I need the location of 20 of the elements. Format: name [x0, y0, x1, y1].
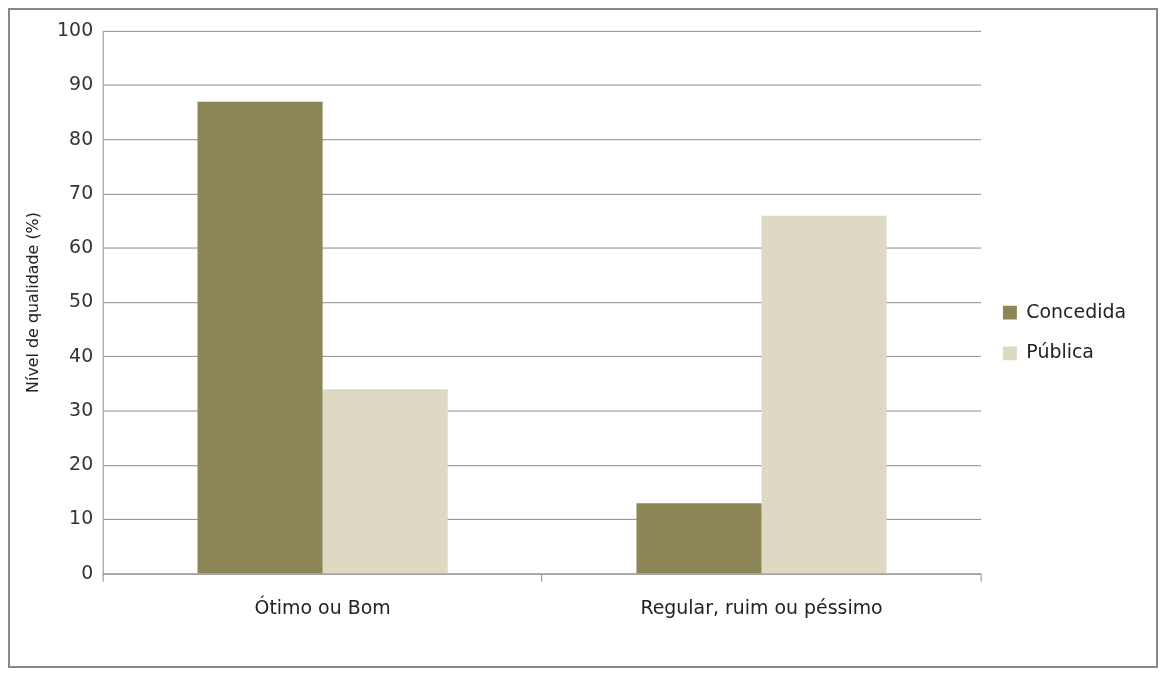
y-tick-label: 90 — [69, 72, 94, 95]
bar — [322, 389, 448, 574]
x-tick-label: Regular, ruim ou péssimo — [640, 595, 883, 618]
y-tick-label: 70 — [69, 180, 94, 203]
bar — [636, 503, 762, 574]
y-tick-label: 60 — [69, 235, 94, 258]
y-tick-label: 50 — [69, 289, 94, 312]
legend-label: Pública — [1026, 340, 1094, 363]
bar — [761, 215, 887, 574]
x-tick-label: Ótimo ou Bom — [254, 594, 391, 618]
bar — [197, 101, 323, 574]
y-tick-label: 30 — [69, 397, 94, 420]
y-axis-title: Nível de qualidade (%) — [22, 212, 42, 393]
y-tick-label: 0 — [81, 560, 94, 583]
y-tick-label: 80 — [69, 126, 94, 149]
y-tick-label: 100 — [57, 18, 94, 41]
y-tick-label: 20 — [69, 452, 94, 475]
legend-label: Concedida — [1026, 299, 1127, 322]
y-tick-label: 40 — [69, 343, 94, 366]
y-tick-label: 10 — [69, 506, 94, 529]
